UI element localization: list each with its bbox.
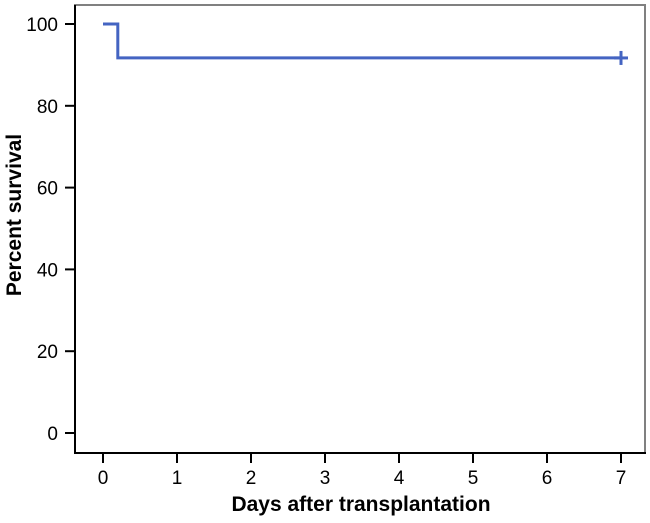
axis-ticks: 0 20 40 60 80 100 0 1 2 3 4 5 6 7: [26, 15, 626, 489]
x-tick-label: 6: [542, 468, 553, 489]
series-layer: [103, 22, 628, 65]
plot-frame: [74, 4, 646, 454]
y-tick-label: 20: [37, 342, 58, 363]
y-tick-label: 40: [37, 260, 58, 281]
x-tick-label: 2: [246, 468, 257, 489]
x-tick-label: 7: [616, 468, 627, 489]
y-tick-label: 80: [37, 97, 58, 118]
x-tick-label: 1: [172, 468, 183, 489]
x-tick-label: 0: [98, 468, 109, 489]
y-tick-label: 0: [47, 424, 58, 445]
censor-mark-icon: [614, 50, 628, 65]
y-tick-label: 100: [26, 15, 58, 36]
x-tick-label: 4: [394, 468, 405, 489]
y-axis-title: Percent survival: [3, 134, 26, 296]
x-tick-label: 5: [468, 468, 479, 489]
x-axis-title: Days after transplantation: [231, 493, 490, 516]
survival-step-line: [103, 22, 621, 60]
y-tick-label: 60: [37, 179, 58, 200]
x-tick-label: 3: [320, 468, 331, 489]
